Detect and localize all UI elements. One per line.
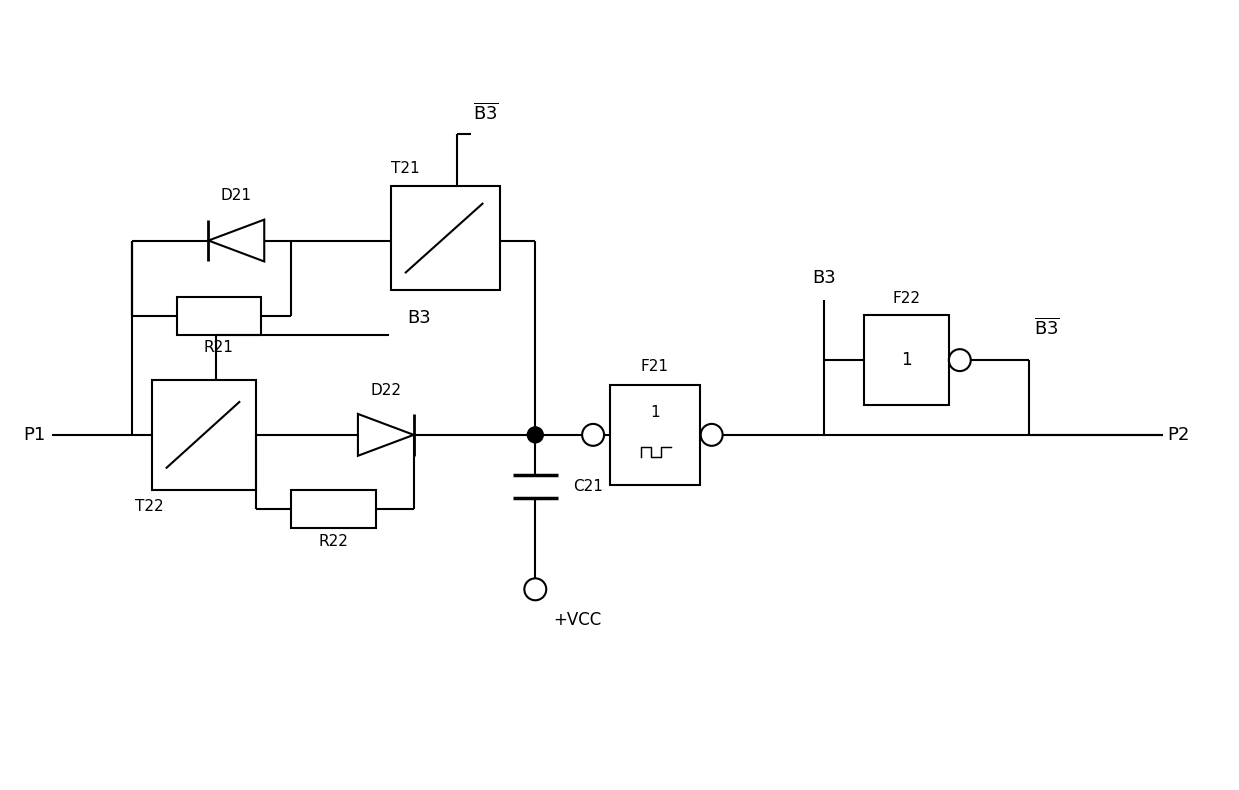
- Text: F22: F22: [892, 291, 921, 306]
- Text: R21: R21: [204, 340, 234, 355]
- Text: 1: 1: [901, 351, 912, 369]
- Text: R22: R22: [318, 534, 348, 549]
- Text: B3: B3: [406, 309, 430, 327]
- Bar: [151, 380, 256, 490]
- Text: 1: 1: [650, 405, 659, 420]
- Text: +VCC: +VCC: [554, 611, 601, 630]
- Text: T22: T22: [135, 499, 164, 514]
- Text: B3: B3: [813, 269, 836, 288]
- Text: $\overline{\mathrm{B3}}$: $\overline{\mathrm{B3}}$: [472, 102, 498, 123]
- Text: P2: P2: [1167, 426, 1189, 444]
- Circle shape: [528, 427, 543, 443]
- Bar: [390, 186, 501, 291]
- Bar: [864, 315, 949, 405]
- Text: T21: T21: [392, 161, 420, 176]
- Bar: [177, 297, 261, 335]
- Polygon shape: [208, 220, 264, 261]
- Text: $\overline{\mathrm{B3}}$: $\overline{\mathrm{B3}}$: [1033, 318, 1059, 338]
- Bar: [610, 385, 700, 485]
- Text: P1: P1: [24, 426, 45, 444]
- Polygon shape: [358, 414, 414, 456]
- Text: C21: C21: [574, 479, 603, 494]
- Text: D21: D21: [221, 188, 252, 203]
- Text: D22: D22: [370, 382, 401, 397]
- Text: F21: F21: [641, 359, 669, 374]
- Bar: [291, 490, 375, 528]
